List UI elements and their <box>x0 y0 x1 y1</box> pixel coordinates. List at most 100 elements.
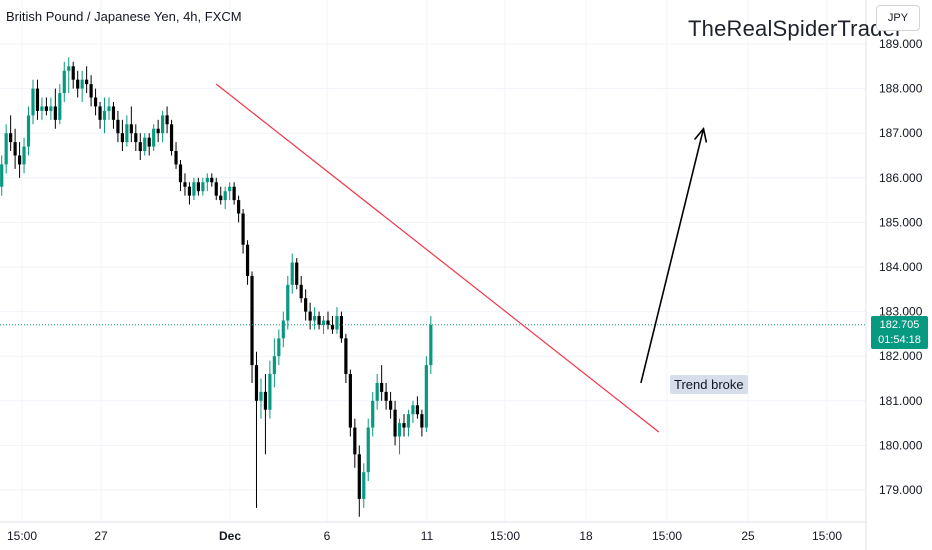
candle <box>174 142 178 169</box>
current-price-tag: 182.705 01:54:18 <box>871 316 928 349</box>
candle <box>31 79 35 125</box>
candle <box>259 378 263 419</box>
candle-body <box>424 365 428 428</box>
candle-body <box>62 70 66 94</box>
candle <box>35 79 40 120</box>
candle-body <box>241 213 245 245</box>
candle <box>357 445 361 517</box>
candle <box>93 88 98 116</box>
candle <box>205 173 209 192</box>
candle-body <box>116 119 120 134</box>
candle-body <box>263 391 268 410</box>
candle-body <box>98 106 102 120</box>
candle <box>17 142 22 178</box>
candle-body <box>58 93 62 120</box>
price-tick-label: 183.000 <box>879 305 923 319</box>
candle-body <box>9 133 13 143</box>
candle <box>219 186 223 205</box>
candle <box>415 396 420 419</box>
time-tick-label: 25 <box>741 529 755 543</box>
candle <box>183 173 187 196</box>
candle-body <box>111 106 116 120</box>
candle <box>308 302 312 330</box>
candle-body <box>237 200 241 214</box>
candle-body <box>308 311 312 321</box>
candle-body <box>201 182 205 192</box>
candle <box>254 351 259 508</box>
candle-body <box>0 164 4 187</box>
candle-body <box>210 177 214 183</box>
candle-body <box>4 133 8 165</box>
candle <box>71 61 75 89</box>
candle-body <box>402 423 406 428</box>
candle <box>250 271 254 383</box>
time-tick-label: 15:00 <box>652 529 682 543</box>
candle <box>263 374 268 455</box>
candle-body <box>102 110 107 120</box>
candle <box>317 311 321 330</box>
projection-arrow-head <box>693 126 708 143</box>
candle-body <box>415 405 420 415</box>
candle <box>281 311 285 348</box>
candle-body <box>223 191 227 201</box>
candle-body <box>44 106 48 111</box>
trend-broke-annotation[interactable]: Trend broke <box>670 375 748 394</box>
price-tick-label: 185.000 <box>879 215 923 229</box>
candle <box>102 97 107 134</box>
candle <box>245 240 250 285</box>
candle-body <box>228 186 232 192</box>
candle-body <box>344 338 348 375</box>
candle-body <box>277 338 281 357</box>
candle-body <box>429 324 433 366</box>
candle <box>201 177 205 196</box>
candle-body <box>93 97 98 107</box>
candle <box>335 307 339 334</box>
candle-body <box>219 195 223 201</box>
candle <box>223 186 227 210</box>
candle-body <box>165 115 169 125</box>
time-tick-label: 6 <box>324 529 331 543</box>
price-tick-label: 182.000 <box>879 349 923 363</box>
candle-body <box>214 182 218 196</box>
candle-body <box>254 365 259 401</box>
candle <box>143 133 147 156</box>
projection-arrow-shaft <box>640 128 705 384</box>
candle-body <box>107 106 111 111</box>
candle-body <box>129 124 133 134</box>
candle-body <box>53 106 57 120</box>
time-tick-label: Dec <box>219 529 241 543</box>
time-axis[interactable]: 15:00 27 Dec 6 11 15:00 18 15:00 25 15:00 <box>0 521 866 543</box>
candle <box>344 333 348 383</box>
candle <box>420 409 424 437</box>
candle-body <box>31 88 35 116</box>
drawings-layer[interactable] <box>0 83 866 433</box>
candle <box>290 253 294 294</box>
candle <box>286 275 290 330</box>
candle <box>13 128 17 169</box>
candle-body <box>406 414 411 428</box>
candle <box>406 409 411 437</box>
author-watermark: TheRealSpiderTrader <box>688 16 903 41</box>
candle <box>98 101 102 129</box>
price-axis[interactable]: 189.000 188.000 187.000 186.000 185.000 184.0… <box>865 0 923 550</box>
candle-body <box>196 182 200 192</box>
symbol-title: British Pound / Japanese Yen, 4h, FXCM <box>6 9 242 24</box>
candle-body <box>366 427 370 473</box>
candle <box>26 106 31 156</box>
candle-body <box>120 133 124 143</box>
candle <box>89 75 93 107</box>
candle-body <box>326 320 330 325</box>
candle <box>196 177 200 196</box>
candle-body <box>295 262 299 285</box>
candle-body <box>134 133 138 143</box>
currency-button[interactable]: JPY <box>876 5 920 31</box>
current-price-label: 182.705 <box>879 318 920 331</box>
candle <box>272 338 276 388</box>
candle <box>384 382 388 410</box>
candle <box>313 307 317 330</box>
candle <box>210 173 214 187</box>
candle-body <box>205 177 209 183</box>
candle-body <box>259 391 263 401</box>
chart-grid <box>0 0 866 522</box>
